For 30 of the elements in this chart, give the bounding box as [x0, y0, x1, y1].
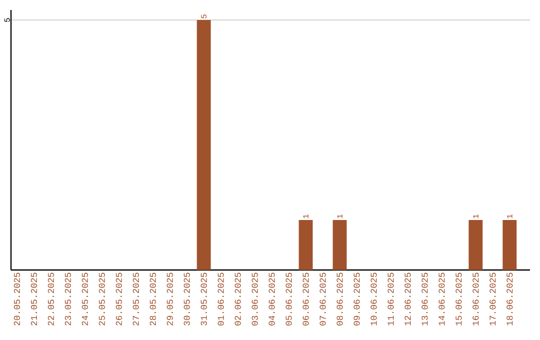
- x-tick-label: 22.05.2025: [48, 272, 54, 326]
- x-tick-label: 18.06.2025: [506, 272, 513, 326]
- x-tick-label: 15.06.2025: [456, 272, 462, 326]
- x-tick-label: 26.05.2025: [116, 272, 122, 326]
- x-tick-label: 31.05.2025: [200, 272, 207, 326]
- x-tick-label: 14.06.2025: [438, 272, 445, 326]
- x-tick-label: 11.06.2025: [388, 272, 394, 326]
- x-tick-label: 21.05.2025: [30, 272, 37, 326]
- x-tick-label: 09.06.2025: [354, 272, 360, 326]
- x-tick-label: 07.06.2025: [320, 272, 326, 326]
- x-tick-label: 27.05.2025: [132, 272, 139, 326]
- x-tick-label: 10.06.2025: [370, 272, 377, 326]
- x-tick-label: 12.06.2025: [404, 272, 411, 326]
- x-tick-label: 02.06.2025: [234, 272, 241, 326]
- x-tick-label: 05.06.2025: [286, 272, 292, 326]
- x-tick-label: 24.05.2025: [82, 272, 88, 326]
- x-tick-label: 01.06.2025: [218, 272, 224, 326]
- x-tick-label: 06.06.2025: [302, 272, 309, 326]
- x-tick-label: 13.06.2025: [422, 272, 428, 326]
- x-tick-label: 20.05.2025: [14, 272, 20, 326]
- x-tick-label: 23.05.2025: [64, 272, 71, 326]
- x-tick-label: 04.06.2025: [268, 272, 275, 326]
- x-tick-label: 16.06.2025: [472, 272, 479, 326]
- x-tick-label: 03.06.2025: [252, 272, 258, 326]
- x-tick-label: 28.05.2025: [150, 272, 156, 326]
- x-tick-label: 30.05.2025: [184, 272, 190, 326]
- x-tick-label: 25.05.2025: [98, 272, 105, 326]
- x-tick-label: 17.06.2025: [490, 272, 496, 326]
- x-tick-label: 08.06.2025: [336, 272, 343, 326]
- x-tick-label: 29.05.2025: [166, 272, 173, 326]
